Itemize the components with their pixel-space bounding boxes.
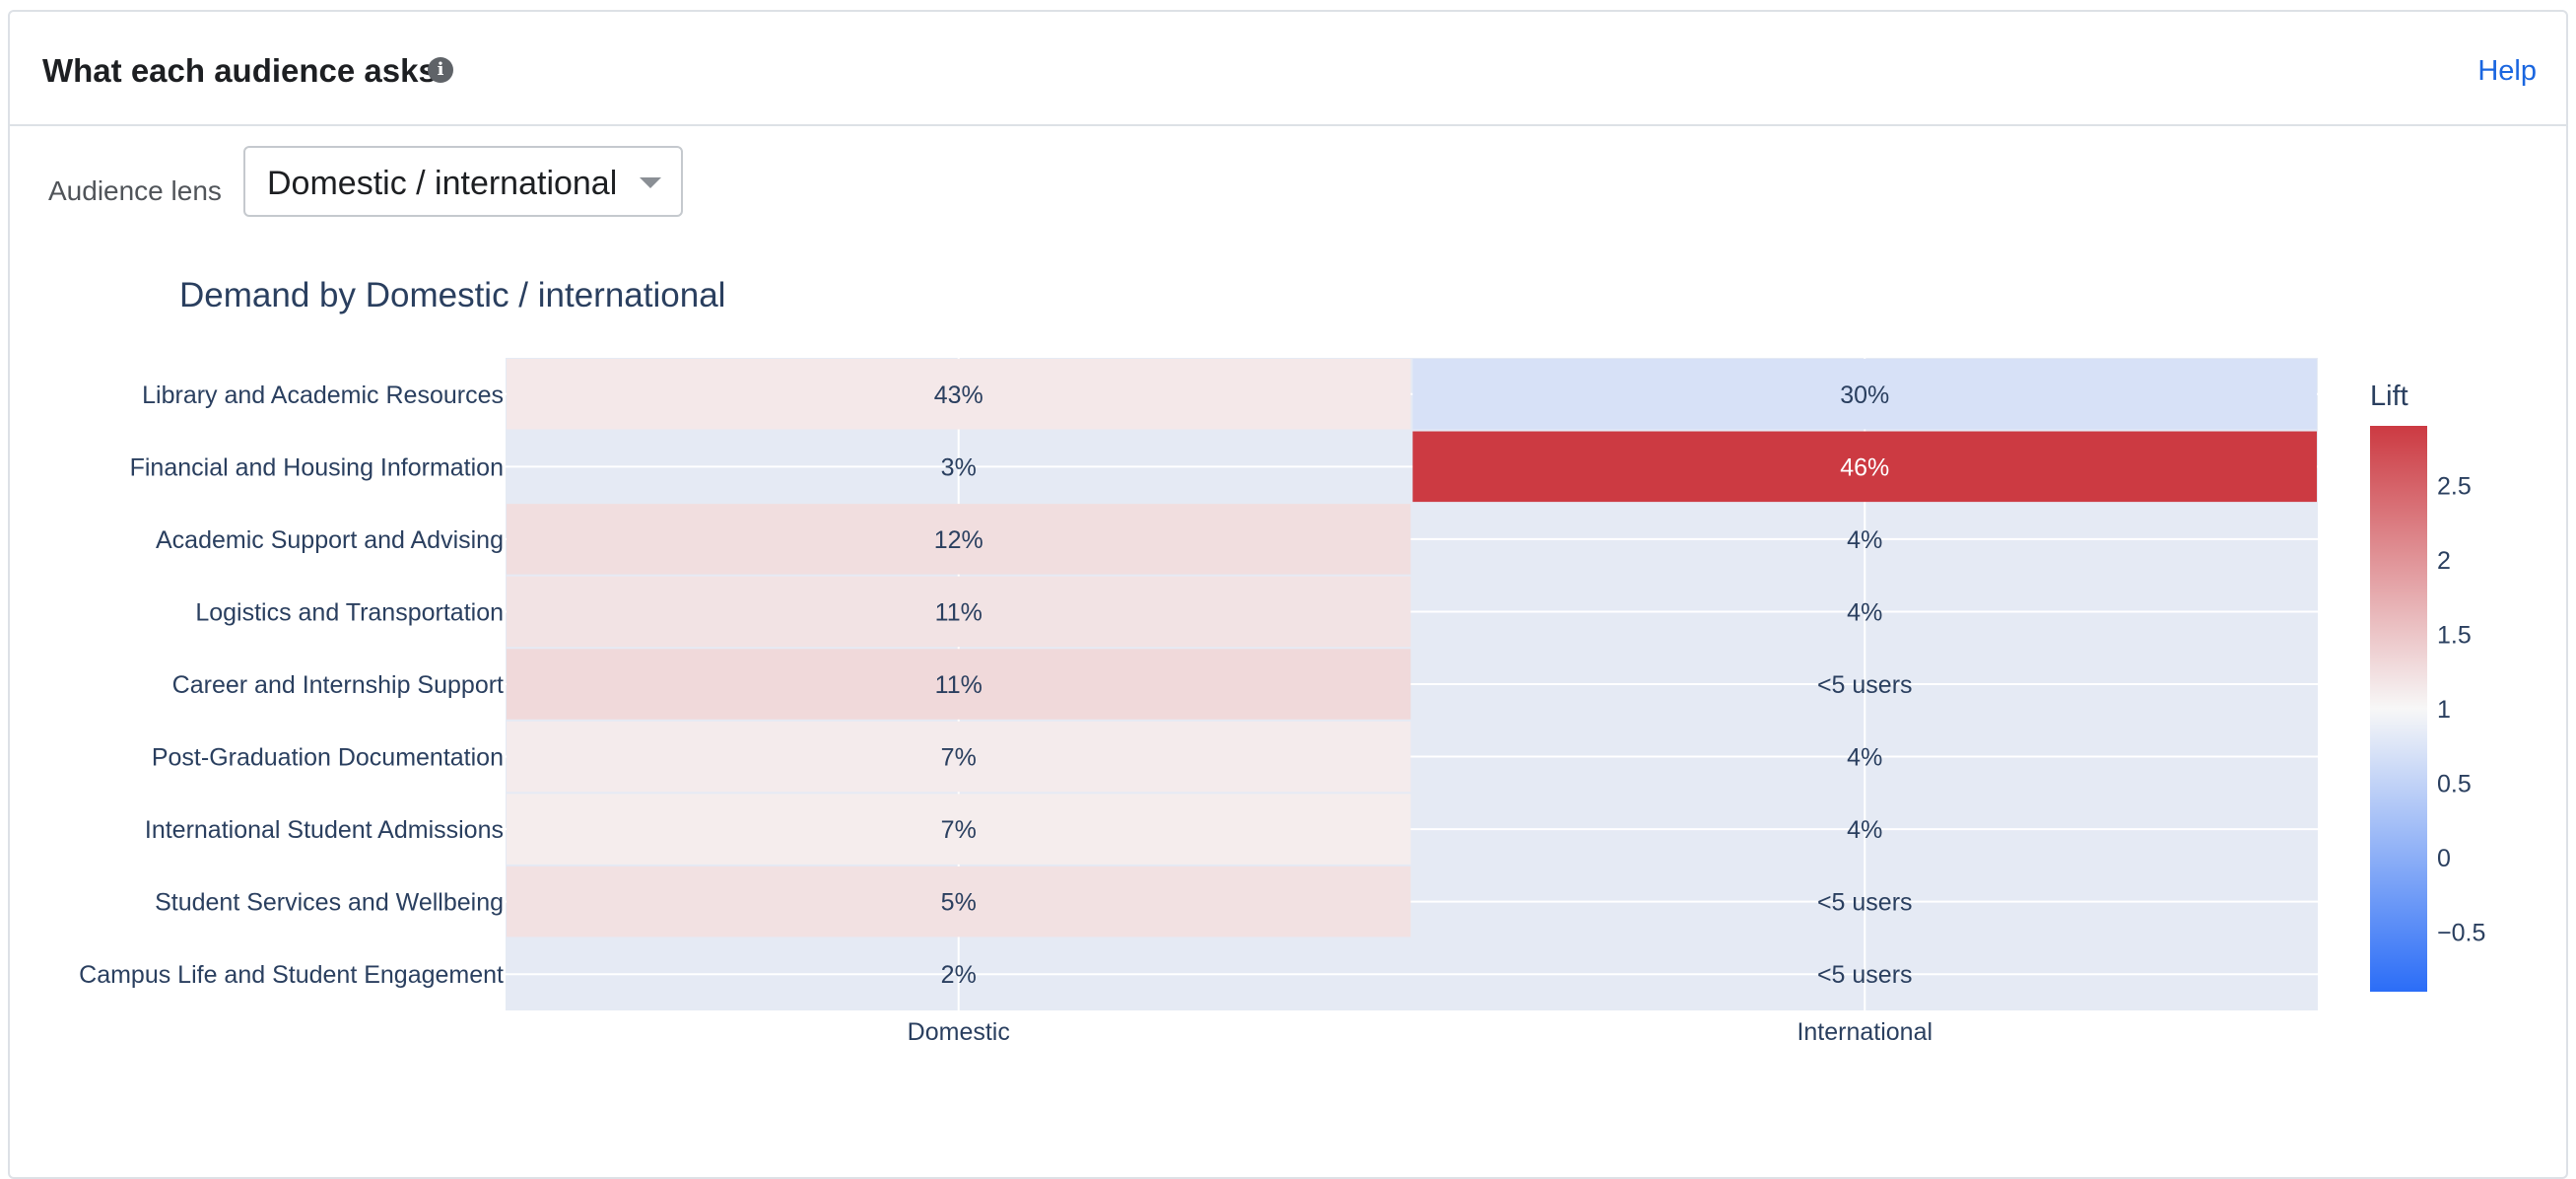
colorbar-gradient (2370, 426, 2427, 992)
colorbar-tick-label: 0.5 (2437, 771, 2472, 798)
heatmap-cell (507, 649, 1411, 720)
heatmap-cell (507, 721, 1411, 793)
heatmap-cell (507, 866, 1411, 937)
cell-value-label: <5 users (1817, 961, 1913, 989)
audience-lens-value: Domestic / international (267, 165, 618, 202)
cell-value-label: 30% (1840, 381, 1889, 409)
heatmap-cell (507, 504, 1411, 575)
cell-value-label: <5 users (1817, 889, 1913, 917)
audience-lens-select[interactable]: Domestic / international (243, 146, 683, 217)
row-label: International Student Admissions (145, 816, 504, 844)
colorbar-tick-label: 2 (2437, 547, 2451, 575)
colorbar-tick-label: 1 (2437, 696, 2451, 724)
column-label: Domestic (908, 1018, 1010, 1046)
column-label: International (1796, 1018, 1932, 1046)
row-label: Campus Life and Student Engagement (79, 961, 504, 989)
colorbar-tick-label: −0.5 (2437, 920, 2485, 947)
cell-value-label: 4% (1847, 744, 1882, 772)
cell-value-label: 11% (935, 671, 983, 699)
heatmap-cell (1412, 431, 2317, 503)
row-label: Financial and Housing Information (130, 453, 504, 481)
row-label: Academic Support and Advising (156, 526, 504, 554)
colorbar-tick-label: 1.5 (2437, 621, 2472, 649)
cell-value-label: 5% (941, 889, 977, 917)
cell-value-label: 2% (941, 961, 977, 989)
help-link[interactable]: Help (2477, 55, 2537, 87)
cell-value-label: 4% (1847, 526, 1882, 554)
cell-value-label: 4% (1847, 816, 1882, 844)
heatmap-cell (507, 576, 1411, 648)
cell-value-label: 7% (941, 744, 977, 772)
row-label: Post-Graduation Documentation (152, 744, 504, 772)
row-label: Logistics and Transportation (195, 598, 504, 626)
heatmap-cell (507, 359, 1411, 430)
cell-value-label: 7% (941, 816, 977, 844)
chevron-down-icon (640, 177, 661, 188)
heatmap-cell (507, 794, 1411, 865)
cell-value-label: 46% (1840, 453, 1889, 481)
audience-lens-label: Audience lens (48, 175, 222, 206)
card-title: What each audience asks (42, 52, 437, 89)
chart-title: Demand by Domestic / international (179, 276, 725, 314)
colorbar-title: Lift (2370, 381, 2408, 412)
cell-value-label: 11% (935, 598, 983, 626)
row-label: Library and Academic Resources (142, 381, 504, 409)
row-label: Student Services and Wellbeing (155, 889, 504, 917)
card-header: What each audience asks i Help (10, 12, 2566, 126)
cell-value-label: 4% (1847, 598, 1882, 626)
colorbar-tick-label: 2.5 (2437, 472, 2472, 500)
info-icon[interactable]: i (428, 57, 453, 83)
heatmap-cell (1412, 359, 2317, 430)
cell-value-label: 3% (941, 453, 977, 481)
cell-value-label: <5 users (1817, 671, 1913, 699)
colorbar-tick-label: 0 (2437, 845, 2451, 872)
row-label: Career and Internship Support (172, 671, 504, 699)
cell-value-label: 12% (934, 526, 983, 554)
cell-value-label: 43% (934, 381, 983, 409)
